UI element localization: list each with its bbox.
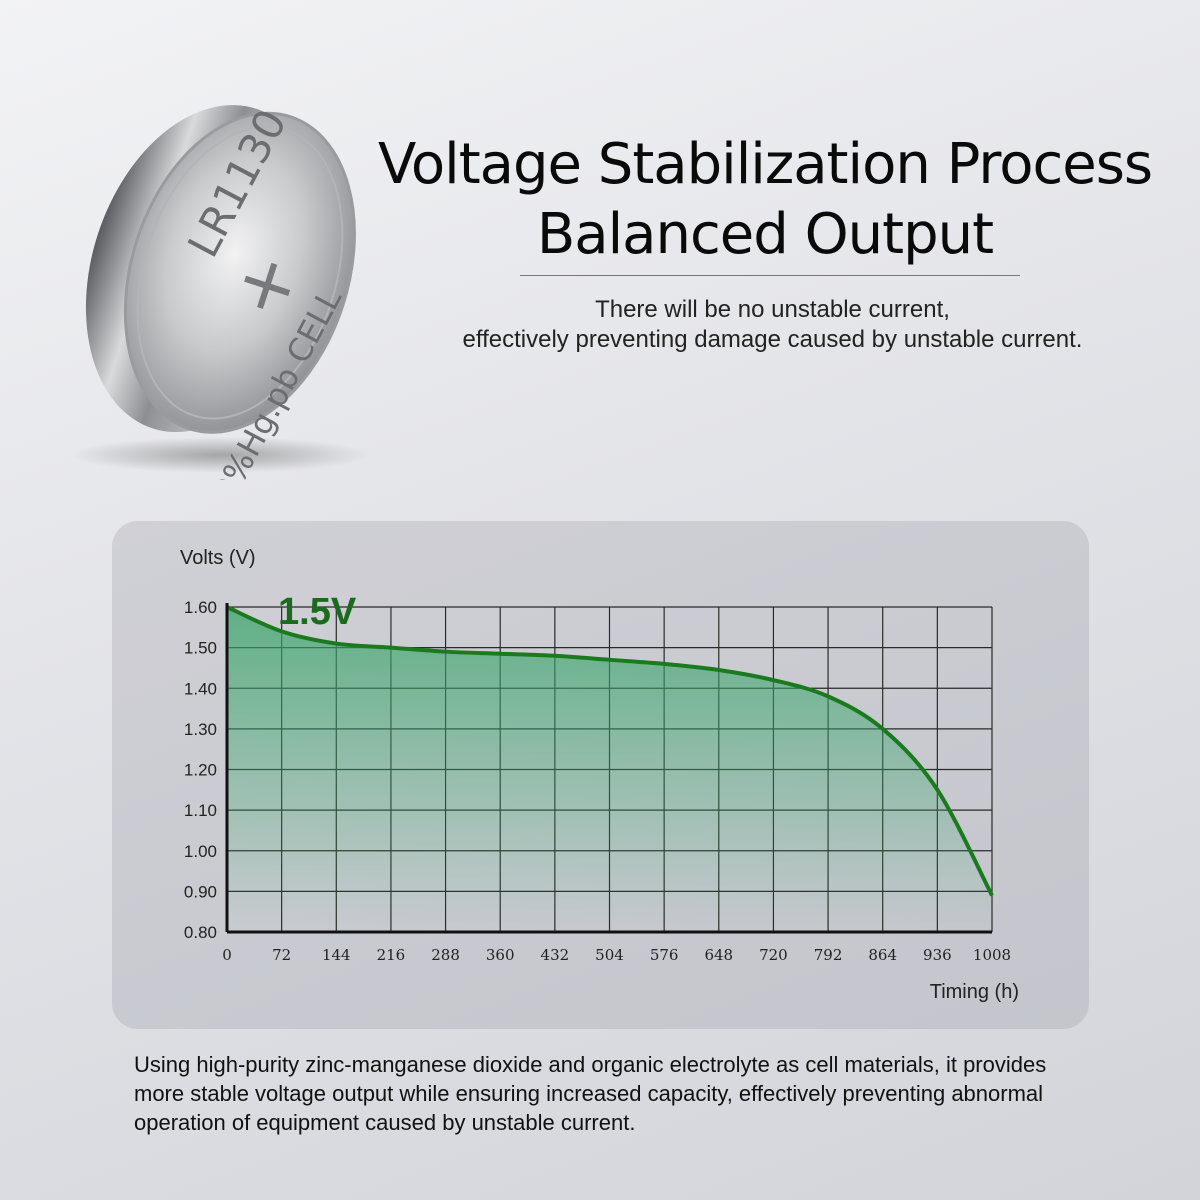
coin-cell-battery-icon: LR1130 + 0%Hg.pb CELL [70,101,370,507]
battery-face [123,111,356,434]
footer-line-2: more stable voltage output while ensurin… [134,1081,1044,1106]
y-tick-label: 1.40 [184,679,217,698]
battery-image: LR1130 + 0%Hg.pb CELL [55,70,385,507]
headline-line-1: Voltage Stabilization Process [377,132,1153,197]
y-tick-label: 1.30 [184,720,217,739]
x-tick-label: 576 [650,946,679,964]
footer-description: Using high-purity zinc-manganese dioxide… [134,1050,1084,1137]
x-tick-label: 144 [322,946,351,964]
discharge-chart: 1.60 1.50 1.40 1.30 1.20 1.10 1.00 0.90 0.80 0 72 1… [180,547,1019,1003]
x-tick-label: 432 [541,946,570,964]
x-tick-label: 864 [868,946,897,964]
divider [520,275,1020,276]
battery-face-ring [136,126,344,420]
chart-series-line [226,605,994,897]
x-tick-label: 720 [759,946,788,964]
y-tick-label: 1.50 [184,639,217,658]
y-tick-label: 0.90 [184,882,217,901]
y-tick-label: 1.00 [184,842,217,861]
y-tick-label: 1.60 [184,598,217,617]
x-axis-label: Timing (h) [930,981,1019,1003]
x-tick-label: 936 [923,946,952,964]
subtext-line-1: There will be no unstable current, [595,296,950,323]
battery-shadow [70,437,370,473]
headline-line-2: Balanced Output [536,202,994,267]
x-tick-label: 1008 [973,946,1011,964]
subtext-line-2: effectively preventing damage caused by … [462,326,1083,353]
y-tick-label: 0.80 [184,923,217,942]
x-tick-label: 0 [222,946,232,964]
y-tick-label: 1.10 [184,801,217,820]
x-tick-label: 72 [272,946,291,964]
x-tick-label: 792 [814,946,843,964]
x-tick-label: 288 [431,946,460,964]
y-tick-label: 1.20 [184,761,217,780]
footer-line-1: Using high-purity zinc-manganese dioxide… [134,1052,1047,1077]
headline: Voltage Stabilization Process Balanced O… [360,130,1170,270]
chart-annotation-label: 1.5V [278,591,357,633]
y-axis-label: Volts (V) [180,547,256,569]
x-tick-label: 648 [704,946,733,964]
x-tick-label: 216 [377,946,406,964]
footer-line-3: operation of equipment caused by unstabl… [134,1110,636,1135]
x-tick-label: 360 [486,946,515,964]
chart-panel: 1.60 1.50 1.40 1.30 1.20 1.10 1.00 0.90 0.80 0 72 1… [112,521,1089,1029]
subtext: There will be no unstable current, effec… [400,295,1145,355]
x-tick-label: 504 [595,946,624,964]
